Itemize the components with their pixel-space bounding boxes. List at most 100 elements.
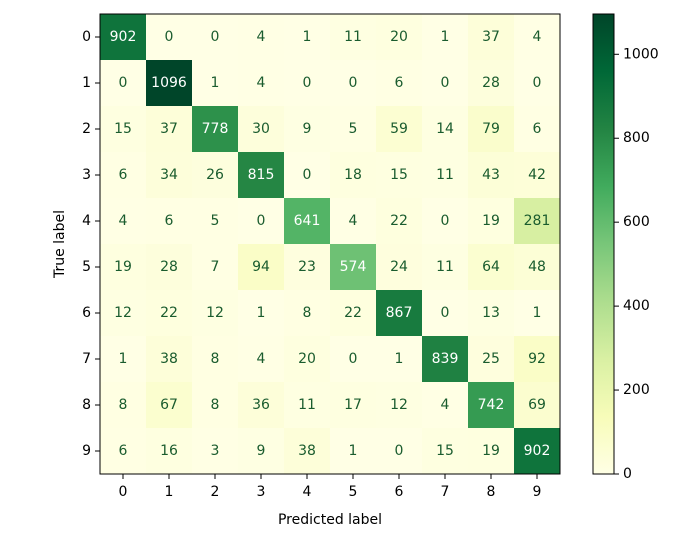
heatmap-cell (238, 198, 284, 244)
cell-value-label: 67 (160, 397, 178, 413)
cell-value-label: 4 (257, 29, 266, 45)
heatmap-cell (192, 290, 238, 336)
heatmap-cell (514, 152, 560, 198)
x-tick-label: 1 (165, 484, 174, 500)
cell-value-label: 902 (110, 29, 137, 45)
heatmap-cell (100, 152, 146, 198)
cell-value-label: 26 (206, 167, 224, 183)
x-tick-label: 2 (211, 484, 220, 500)
cell-value-label: 11 (344, 29, 362, 45)
colorbar (592, 13, 615, 475)
cell-value-label: 11 (436, 167, 454, 183)
colorbar-tick-label: 400 (623, 298, 650, 314)
cell-value-label: 20 (390, 29, 408, 45)
cell-value-label: 22 (390, 213, 408, 229)
cell-value-label: 778 (202, 121, 229, 137)
cell-value-label: 0 (349, 75, 358, 91)
cell-value-label: 815 (248, 167, 275, 183)
heatmap-cell (468, 14, 514, 60)
cell-value-label: 6 (119, 167, 128, 183)
heatmap-cell (100, 290, 146, 336)
cell-value-label: 12 (390, 397, 408, 413)
y-tick-label: 4 (82, 213, 91, 229)
cell-value-label: 16 (160, 443, 178, 459)
cell-value-label: 15 (114, 121, 132, 137)
cell-value-label: 1 (211, 75, 220, 91)
heatmap-cell (192, 428, 238, 474)
colorbar-tick-label: 0 (623, 466, 632, 482)
heatmap-cell (100, 336, 146, 382)
cell-value-label: 38 (298, 443, 316, 459)
x-axis-label: Predicted label (278, 512, 382, 528)
heatmap-cell (330, 290, 376, 336)
cell-value-label: 0 (441, 305, 450, 321)
heatmap-cell (468, 152, 514, 198)
heatmap-cell (284, 152, 330, 198)
heatmap-cell (422, 106, 468, 152)
y-tick-label: 3 (82, 167, 91, 183)
heatmap-cell (422, 14, 468, 60)
heatmap-cell (330, 14, 376, 60)
cell-value-label: 37 (160, 121, 178, 137)
y-tick-label: 5 (82, 259, 91, 275)
heatmap-cell (192, 152, 238, 198)
heatmap-cell (514, 290, 560, 336)
heatmap-cell (330, 152, 376, 198)
heatmap-cell (192, 336, 238, 382)
cell-value-label: 4 (257, 351, 266, 367)
heatmap-cell (376, 336, 422, 382)
cell-value-label: 37 (482, 29, 500, 45)
heatmap-cell (376, 60, 422, 106)
cell-value-label: 9 (303, 121, 312, 137)
cell-value-label: 38 (160, 351, 178, 367)
y-axis-ticks: 0 1 2 3 4 5 6 7 8 9 (82, 29, 100, 459)
cell-value-label: 5 (211, 213, 220, 229)
heatmap-cell (468, 290, 514, 336)
cell-value-label: 6 (165, 213, 174, 229)
heatmap-cell (238, 336, 284, 382)
cell-value-label: 1096 (151, 75, 187, 91)
heatmap-cell (376, 382, 422, 428)
cell-value-label: 1 (349, 443, 358, 459)
y-tick-label: 9 (82, 443, 91, 459)
cell-value-label: 0 (257, 213, 266, 229)
cell-value-label: 28 (160, 259, 178, 275)
heatmap-cell (238, 244, 284, 290)
y-tick-label: 0 (82, 29, 91, 45)
cell-value-label: 22 (344, 305, 362, 321)
cell-value-label: 8 (119, 397, 128, 413)
heatmap-cell (422, 60, 468, 106)
colorbar-tick-label: 800 (623, 130, 650, 146)
heatmap-cell (146, 336, 192, 382)
heatmap-cell (100, 106, 146, 152)
cell-value-label: 25 (482, 351, 500, 367)
heatmap-cell (514, 336, 560, 382)
heatmap-cell (376, 244, 422, 290)
heatmap-cell (192, 60, 238, 106)
heatmap-cell (284, 382, 330, 428)
x-tick-label: 6 (395, 484, 404, 500)
heatmap-cell (284, 290, 330, 336)
cell-value-label: 902 (524, 443, 551, 459)
cell-value-label: 64 (482, 259, 500, 275)
heatmap-cell (330, 198, 376, 244)
heatmap-cell (376, 290, 422, 336)
heatmap-cell (284, 14, 330, 60)
cell-value-label: 30 (252, 121, 270, 137)
heatmap-cell (146, 244, 192, 290)
heatmap-cell (468, 106, 514, 152)
cell-value-label: 574 (340, 259, 367, 275)
heatmap-cell (100, 14, 146, 60)
heatmap-cell (238, 428, 284, 474)
y-tick-label: 7 (82, 351, 91, 367)
cell-value-label: 42 (528, 167, 546, 183)
heatmap-cell (330, 428, 376, 474)
cell-value-label: 36 (252, 397, 270, 413)
heatmap-cell (514, 106, 560, 152)
cell-value-label: 7 (211, 259, 220, 275)
x-tick-label: 0 (119, 484, 128, 500)
cell-value-label: 14 (436, 121, 454, 137)
heatmap-cell (192, 198, 238, 244)
cell-value-label: 641 (294, 213, 321, 229)
